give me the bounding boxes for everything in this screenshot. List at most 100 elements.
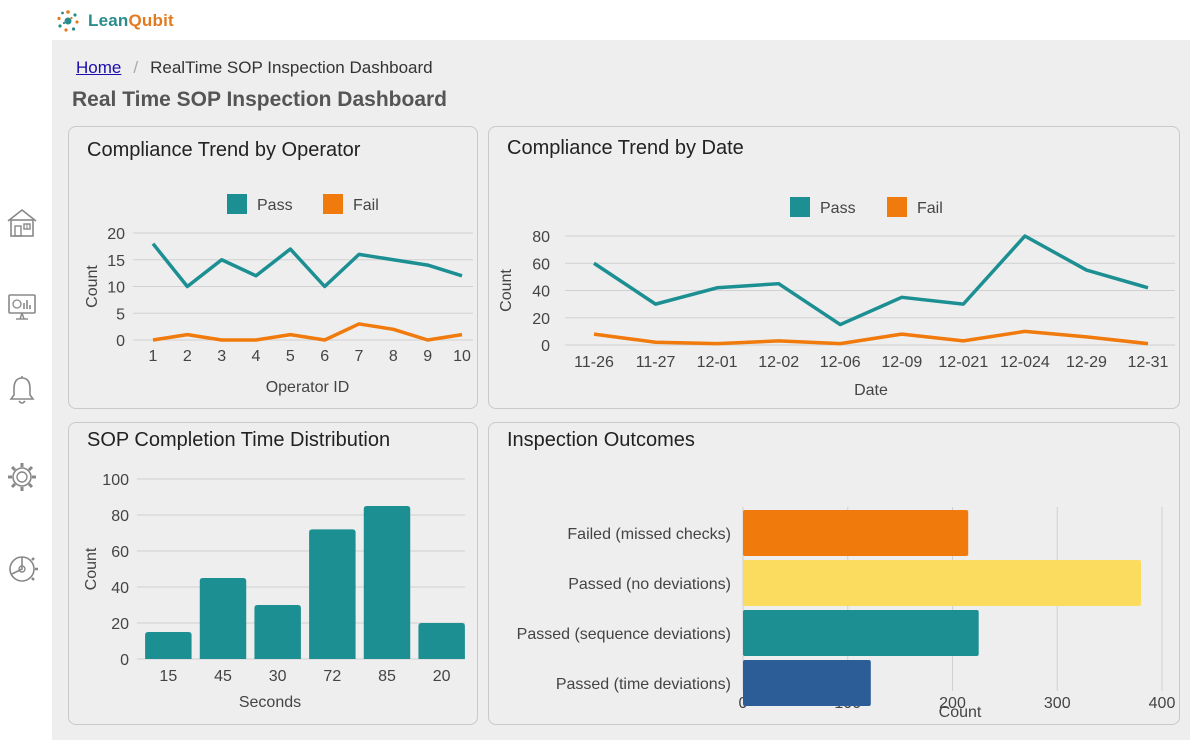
breadcrumb: Home / RealTime SOP Inspection Dashboard xyxy=(76,58,433,78)
x-tick-label: 20 xyxy=(433,668,451,685)
x-tick-label: 12-021 xyxy=(938,354,988,371)
x-axis-title: Date xyxy=(854,382,888,399)
card-title: Compliance Trend by Date xyxy=(507,137,744,159)
bar xyxy=(199,578,247,659)
x-axis-title: Seconds xyxy=(239,694,301,711)
y-tick-label: 60 xyxy=(111,544,129,561)
card-title: Inspection Outcomes xyxy=(507,429,695,451)
x-tick-label: 15 xyxy=(159,668,177,685)
x-tick-label: 3 xyxy=(217,348,226,365)
legend-swatch-fail xyxy=(887,197,907,217)
x-tick-label: 11-27 xyxy=(636,354,676,371)
bar xyxy=(254,605,301,659)
x-tick-label: 12-02 xyxy=(758,354,799,371)
logo-icon xyxy=(57,10,79,32)
breadcrumb-home-link[interactable]: Home xyxy=(76,58,122,77)
y-tick-label: 20 xyxy=(532,311,550,328)
series-line-fail xyxy=(593,329,1149,346)
completion-time-card: SOP Completion Time Distribution 0 20 40 60… xyxy=(68,422,478,725)
x-tick-label: 5 xyxy=(286,348,295,365)
main-content: Home / RealTime SOP Inspection Dashboard… xyxy=(52,40,1190,740)
y-tick-label: Failed (missed checks) xyxy=(567,526,731,543)
y-tick-label: 80 xyxy=(111,508,129,525)
y-axis-title: Count xyxy=(84,265,101,308)
dial-gear-icon[interactable] xyxy=(5,552,39,586)
x-tick-label: 12-06 xyxy=(820,354,861,371)
y-tick-label: 60 xyxy=(532,256,550,273)
bar xyxy=(145,632,192,659)
y-tick-label: 0 xyxy=(541,338,550,355)
bar xyxy=(363,506,411,659)
x-tick-label: 12-31 xyxy=(1128,354,1169,371)
x-tick-label: 1 xyxy=(149,348,158,365)
y-tick-label: 100 xyxy=(102,472,129,489)
legend-label-fail: Fail xyxy=(353,197,379,214)
y-tick-label: 80 xyxy=(532,229,550,246)
monitor-chart-icon[interactable] xyxy=(5,290,39,324)
x-tick-label: 30 xyxy=(269,668,287,685)
x-tick-label: 9 xyxy=(423,348,432,365)
x-tick-label: 2 xyxy=(183,348,192,365)
x-tick-label: 8 xyxy=(389,348,398,365)
sidebar xyxy=(0,40,52,750)
inspection-outcomes-card: Inspection Outcomes 0100200300400Failed … xyxy=(488,422,1180,725)
series-line-pass xyxy=(151,242,463,289)
legend-label-fail: Fail xyxy=(917,200,943,217)
y-tick-label: 40 xyxy=(111,580,129,597)
legend-swatch-pass xyxy=(790,197,810,217)
bar xyxy=(743,510,969,556)
y-tick-label: 0 xyxy=(116,333,125,350)
gear-icon[interactable] xyxy=(5,460,39,494)
x-tick-label: 400 xyxy=(1149,695,1176,712)
y-tick-label: 10 xyxy=(107,280,125,297)
completion-time-chart: 0 20 40 60 80 100 15 45 30 72 85 20 Seconds Count xyxy=(83,472,465,711)
legend-label-pass: Pass xyxy=(257,197,293,214)
x-tick-label: 200 xyxy=(939,695,966,712)
y-tick-label: 20 xyxy=(107,226,125,243)
bar xyxy=(743,560,1142,606)
y-tick-label: 15 xyxy=(107,253,125,270)
x-tick-label: 12-29 xyxy=(1066,354,1107,371)
bar xyxy=(418,623,465,659)
y-axis-title: Count xyxy=(498,269,515,312)
operator-compliance-chart: 0 5 10 15 20 1 2 3 4 5 6 7 8 9 10 Operator ID Count Pass F… xyxy=(84,194,473,396)
x-tick-label: 10 xyxy=(453,348,471,365)
x-tick-label: 12-01 xyxy=(697,354,738,371)
date-compliance-card: Compliance Trend by Date 0 20 40 60 80 11-26 1… xyxy=(488,126,1180,409)
x-tick-label: 72 xyxy=(323,668,341,685)
brand-name: LeanQubit xyxy=(88,11,174,30)
x-tick-label: 12-09 xyxy=(881,354,922,371)
x-tick-label: 300 xyxy=(1044,695,1071,712)
x-axis-title: Operator ID xyxy=(266,379,350,396)
series-line-pass xyxy=(593,234,1149,327)
bar xyxy=(309,529,356,659)
y-tick-label: Passed (time deviations) xyxy=(556,676,731,693)
x-axis-title: Count xyxy=(939,704,982,721)
series-line-fail xyxy=(152,322,463,342)
y-tick-label: Passed (no deviations) xyxy=(568,576,731,593)
y-tick-label: Passed (sequence deviations) xyxy=(517,626,731,643)
legend-label-pass: Pass xyxy=(820,200,856,217)
x-tick-label: 45 xyxy=(214,668,232,685)
card-title: SOP Completion Time Distribution xyxy=(87,429,391,451)
x-tick-label: 7 xyxy=(355,348,364,365)
page-title: Real Time SOP Inspection Dashboard xyxy=(72,88,447,111)
bell-icon[interactable] xyxy=(5,374,39,408)
y-tick-label: 20 xyxy=(111,616,129,633)
y-tick-label: 5 xyxy=(116,306,125,323)
x-tick-label: 12-024 xyxy=(1000,354,1050,371)
legend-swatch-fail xyxy=(323,194,343,214)
card-title: Compliance Trend by Operator xyxy=(87,139,361,161)
x-tick-label: 85 xyxy=(378,668,396,685)
breadcrumb-current: RealTime SOP Inspection Dashboard xyxy=(150,58,433,77)
y-axis-title: Count xyxy=(83,547,100,590)
x-tick-label: 4 xyxy=(252,348,261,365)
home-icon[interactable] xyxy=(5,206,39,240)
bar xyxy=(743,660,871,706)
brand-logo[interactable]: LeanQubit xyxy=(56,9,174,33)
breadcrumb-separator: / xyxy=(133,58,139,77)
x-tick-label: 6 xyxy=(320,348,329,365)
top-bar: LeanQubit xyxy=(0,0,1200,40)
legend-swatch-pass xyxy=(227,194,247,214)
inspection-outcomes-chart: 0100200300400Failed (missed checks)Passe… xyxy=(517,507,1176,721)
